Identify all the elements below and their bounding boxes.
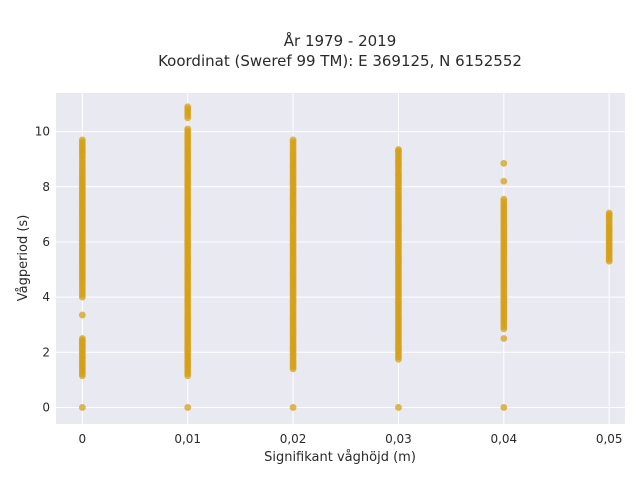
x-tick-label: 0,03 [385,432,412,446]
scatter-point [289,136,297,144]
x-tick-label: 0 [79,432,87,446]
scatter-point [78,335,86,342]
y-tick-label: 8 [42,180,50,194]
scatter-point [184,103,192,111]
scatter-point [78,404,86,411]
scatter-point [395,146,402,153]
y-tick-label: 0 [42,400,50,414]
plot-area [56,93,625,424]
scatter-point [78,311,86,319]
tick-labels: 0 0,01 0,02 0,03 0,04 0,05 0 2 4 6 8 10 [35,125,623,446]
x-tick-label: 0,01 [174,432,201,446]
x-tick-label: 0,05 [596,432,623,446]
scatter-point [500,195,508,203]
scatter-point [184,125,192,133]
y-axis-title: Vågperiod (s) [16,215,31,302]
scatter-point [78,136,86,144]
y-tick-label: 10 [35,125,50,139]
scatter-point [500,404,508,411]
scatter-point [500,177,508,185]
x-tick-label: 0,04 [490,432,517,446]
scatter-point [184,404,192,411]
scatter-point [605,209,613,217]
x-axis-title: Signifikant våghöjd (m) [264,450,416,465]
y-tick-label: 6 [42,235,50,249]
scatter-point [395,404,402,411]
x-tick-label: 0,02 [280,432,307,446]
y-tick-label: 4 [42,290,50,304]
y-tick-label: 2 [42,345,50,359]
chart-title-line-1: År 1979 - 2019 [284,31,397,50]
chart-title-line-2: Koordinat (Sweref 99 TM): E 369125, N 61… [158,52,522,70]
scatter-point [500,159,508,167]
data-points [78,103,613,411]
scatter-point [500,335,508,342]
scatter-point [289,404,297,411]
